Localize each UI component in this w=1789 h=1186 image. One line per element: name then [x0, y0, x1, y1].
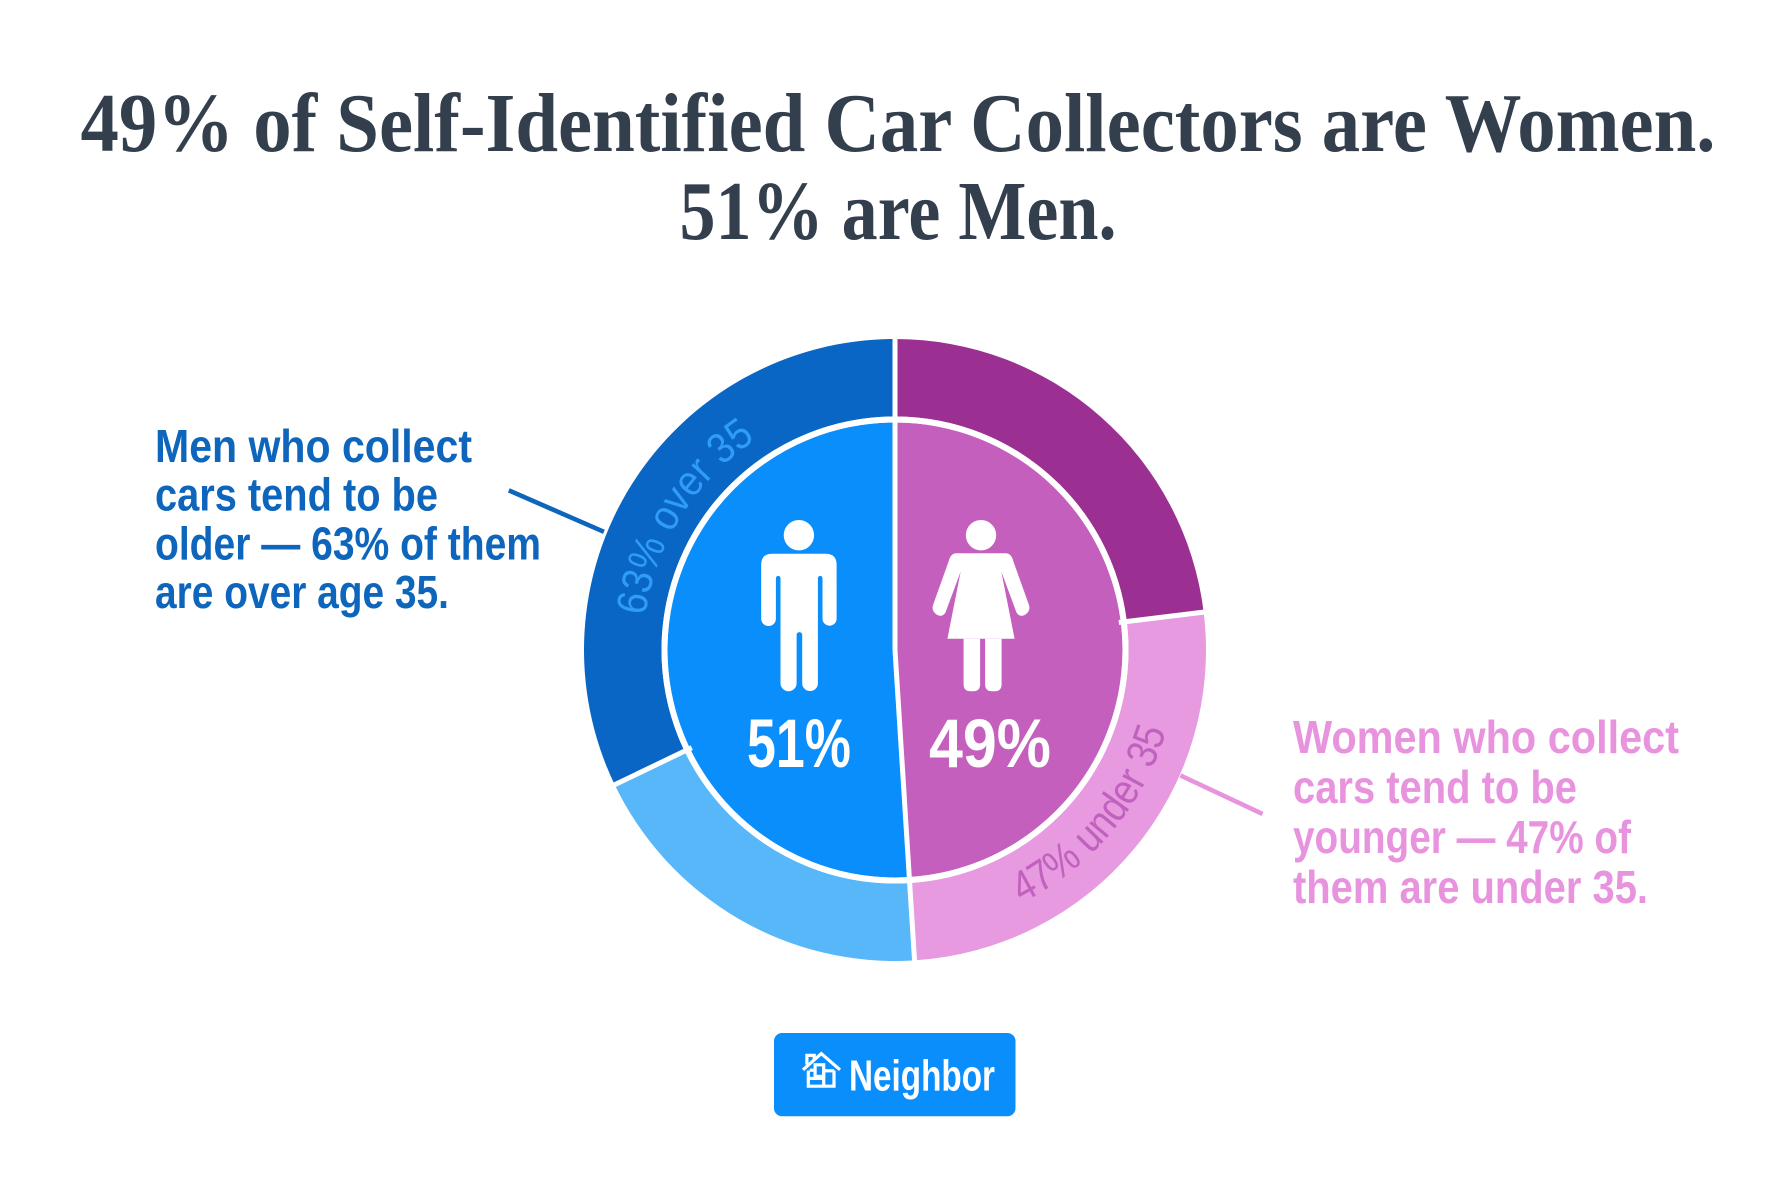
svg-text:them are under 35.: them are under 35.: [1293, 861, 1648, 913]
svg-text:Neighbor: Neighbor: [849, 1052, 995, 1101]
svg-text:cars tend to be: cars tend to be: [1293, 761, 1577, 813]
svg-text:51%: 51%: [747, 705, 851, 782]
svg-text:Men who collect: Men who collect: [155, 420, 472, 472]
svg-text:cars tend to be: cars tend to be: [155, 469, 438, 521]
svg-text:older — 63% of them: older — 63% of them: [155, 517, 541, 569]
svg-text:younger — 47% of: younger — 47% of: [1293, 811, 1632, 863]
svg-text:are over age 35.: are over age 35.: [155, 566, 449, 618]
svg-text:49% of Self-Identified Car Col: 49% of Self-Identified Car Collectors ar…: [81, 77, 1716, 170]
svg-text:Women who collect: Women who collect: [1293, 711, 1679, 763]
svg-text:51% are Men.: 51% are Men.: [680, 165, 1117, 258]
svg-text:49%: 49%: [929, 705, 1051, 782]
